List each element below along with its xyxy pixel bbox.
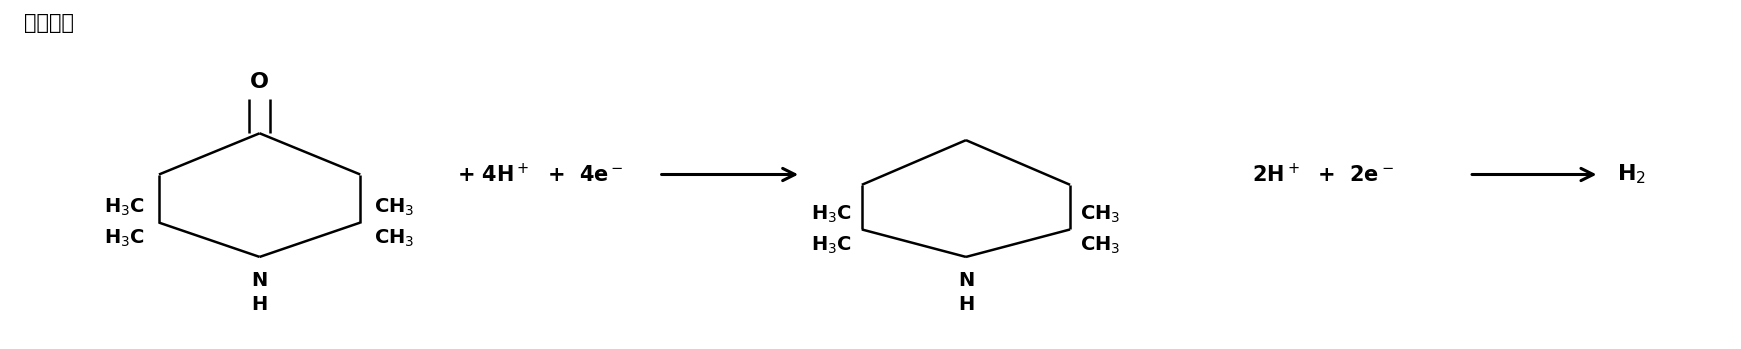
Text: N: N [251, 271, 268, 290]
Text: CH$_3$: CH$_3$ [374, 228, 414, 249]
Text: H: H [958, 295, 973, 314]
Text: 2H$^+$  +  2e$^-$: 2H$^+$ + 2e$^-$ [1252, 163, 1395, 186]
Text: CH$_3$: CH$_3$ [1081, 203, 1121, 225]
Text: H: H [251, 295, 268, 314]
Text: 副反应：: 副反应： [24, 13, 73, 33]
Text: H$_3$C: H$_3$C [104, 196, 145, 218]
Text: O: O [251, 72, 270, 92]
Text: CH$_3$: CH$_3$ [1081, 234, 1121, 255]
Text: + 4H$^+$  +  4e$^-$: + 4H$^+$ + 4e$^-$ [458, 163, 623, 186]
Text: H$_3$C: H$_3$C [811, 203, 851, 225]
Text: CH$_3$: CH$_3$ [374, 196, 414, 218]
Text: H$_2$: H$_2$ [1617, 163, 1645, 186]
Text: H$_3$C: H$_3$C [104, 228, 145, 249]
Text: H$_3$C: H$_3$C [811, 234, 851, 255]
Text: N: N [958, 271, 973, 290]
